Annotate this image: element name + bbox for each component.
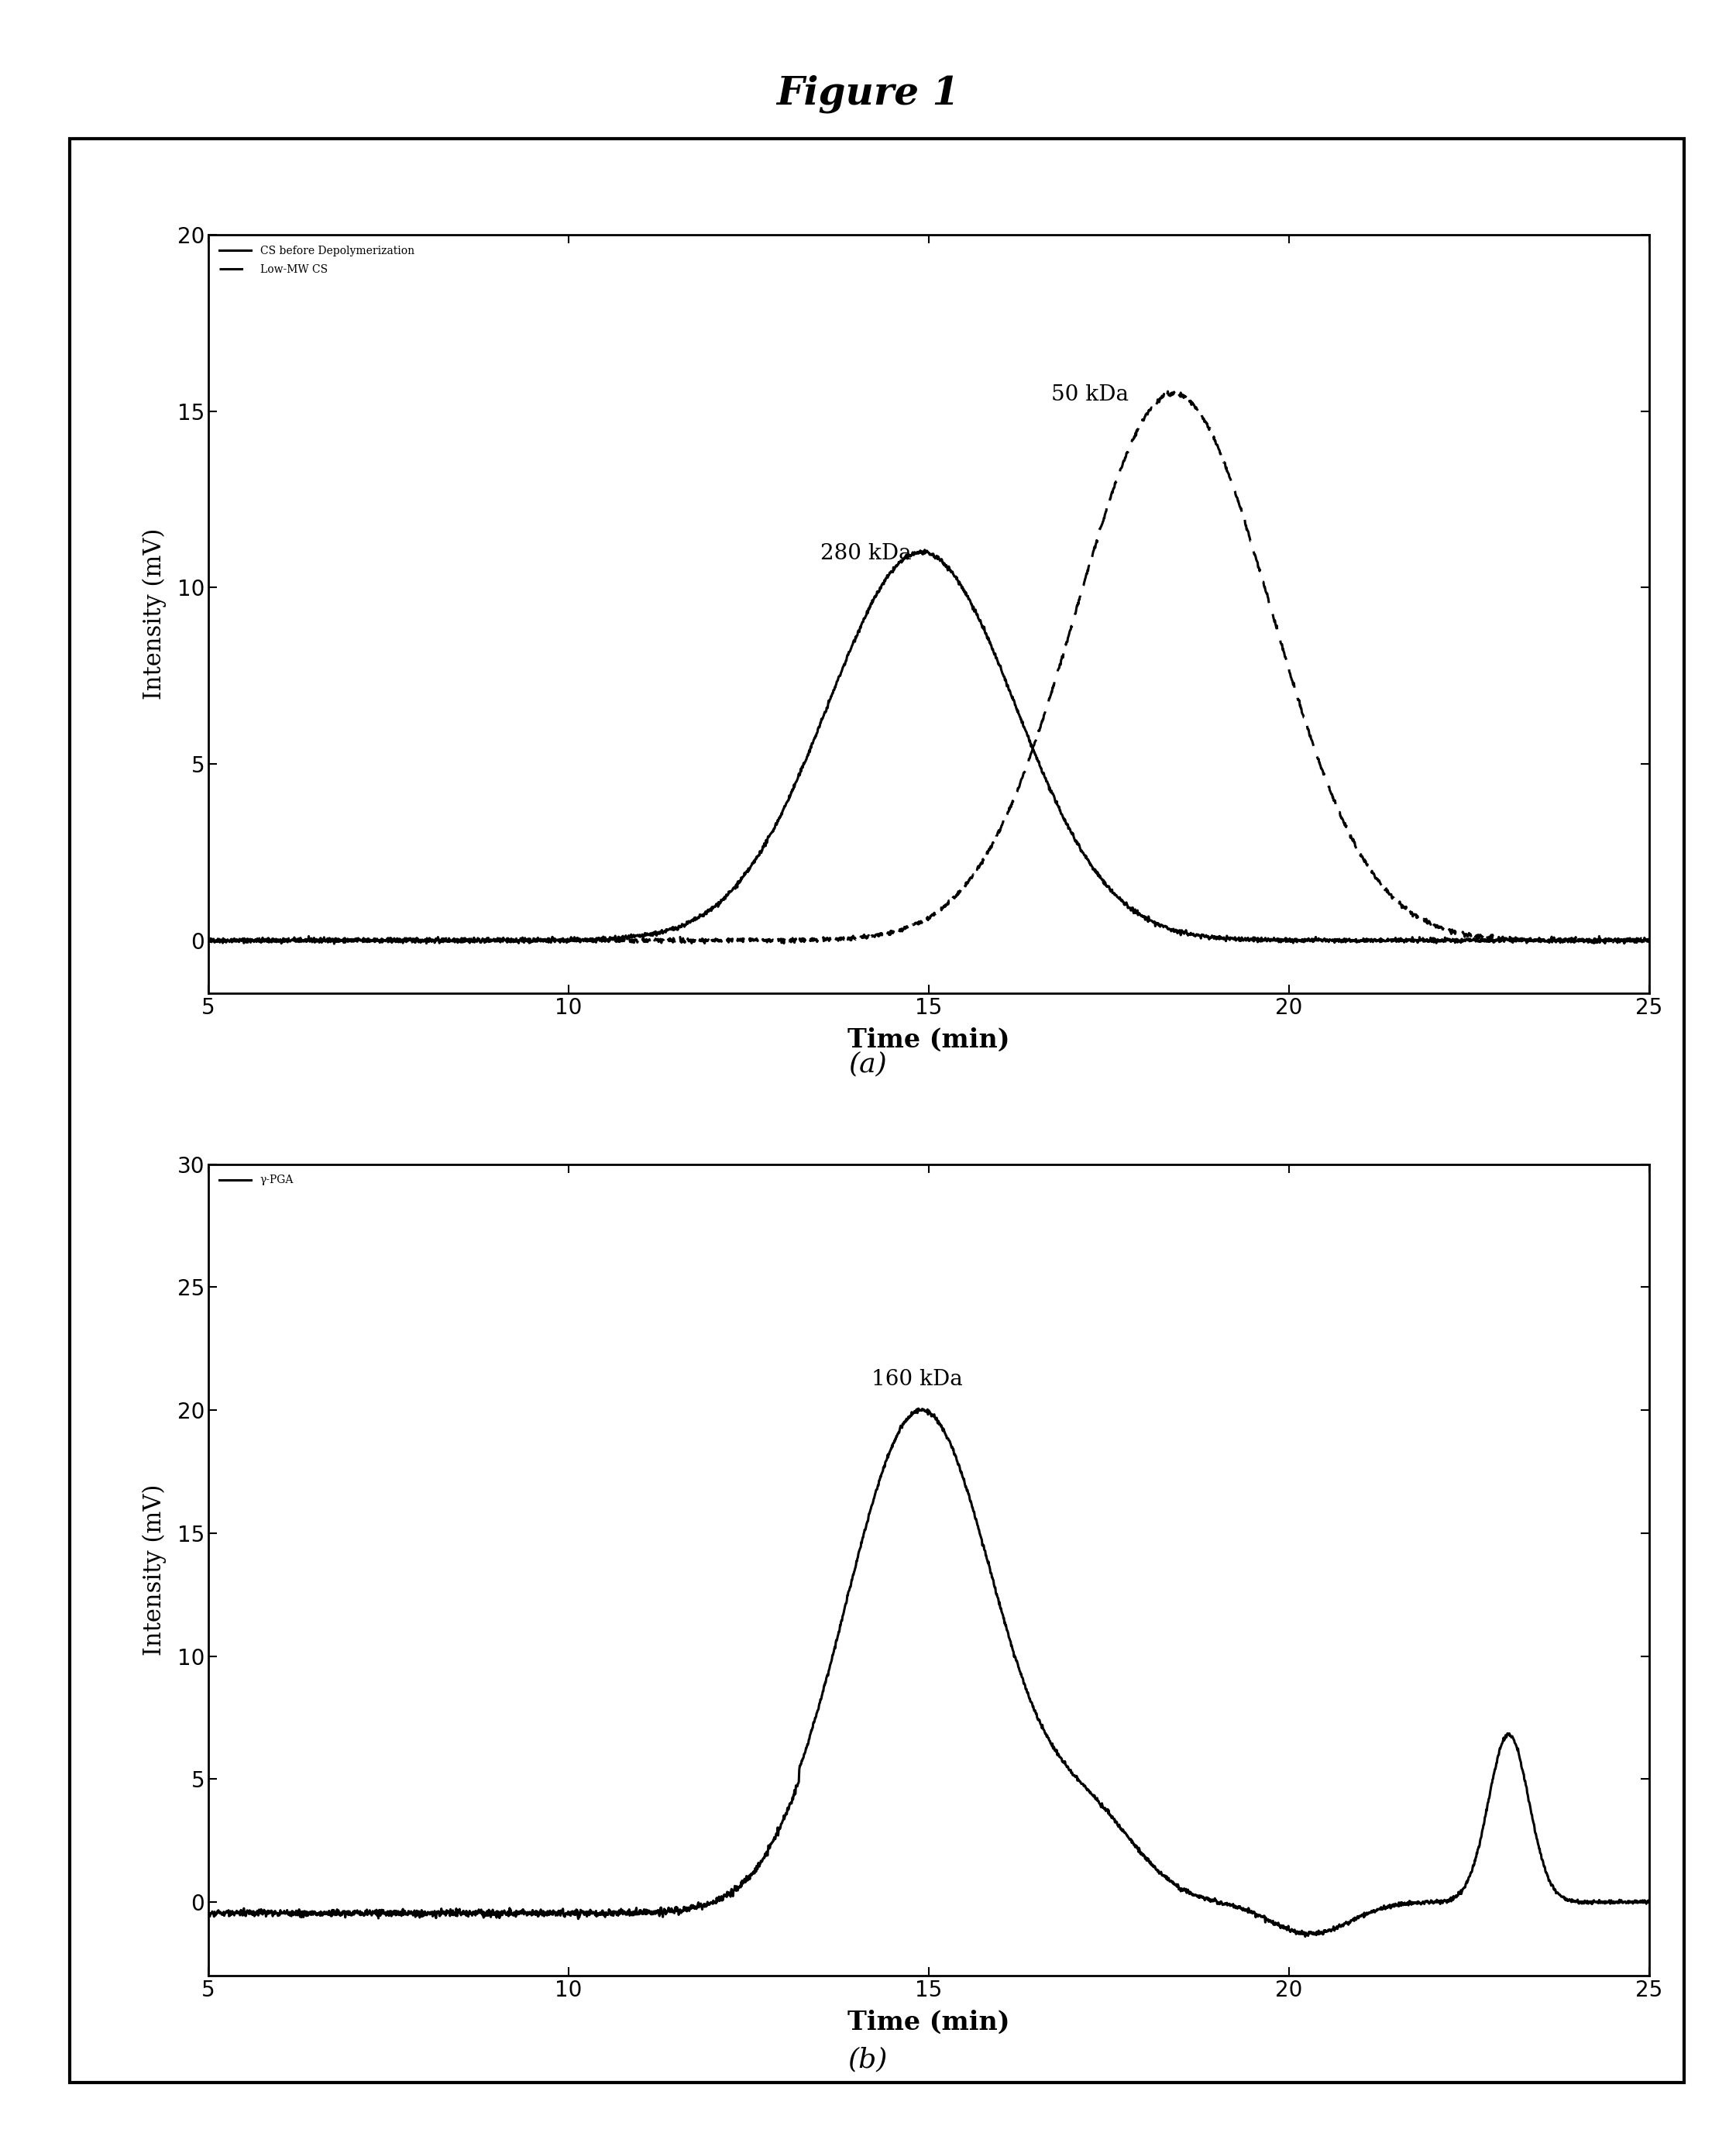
Legend: γ-PGA: γ-PGA <box>214 1171 299 1192</box>
Text: 280 kDa: 280 kDa <box>821 543 911 564</box>
Text: (a): (a) <box>849 1051 887 1077</box>
Text: 50 kDa: 50 kDa <box>1052 384 1128 406</box>
X-axis label: Time (min): Time (min) <box>847 1027 1010 1053</box>
Text: (b): (b) <box>849 2046 887 2072</box>
Text: 160 kDa: 160 kDa <box>871 1369 962 1391</box>
Y-axis label: Intensity (mV): Intensity (mV) <box>142 528 167 701</box>
X-axis label: Time (min): Time (min) <box>847 2010 1010 2036</box>
Text: Figure 1: Figure 1 <box>776 75 960 113</box>
Y-axis label: Intensity (mV): Intensity (mV) <box>142 1485 167 1655</box>
Legend: CS before Depolymerization, Low-MW CS: CS before Depolymerization, Low-MW CS <box>214 241 420 280</box>
